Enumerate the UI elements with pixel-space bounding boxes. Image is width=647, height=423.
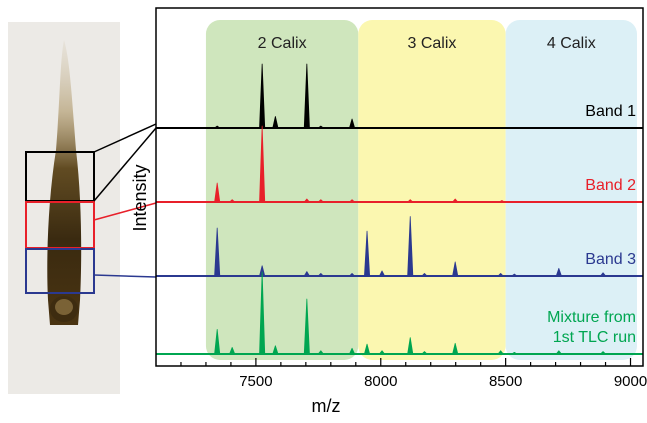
y-axis-label: Intensity [130,164,150,231]
peak [600,272,607,277]
peak [452,261,459,277]
peak [214,182,221,203]
x-tick-label: 7500 [239,373,272,390]
zoom-connector-top [93,123,157,153]
x-tick-label: 8000 [364,373,397,390]
peak [303,63,310,129]
peak [303,298,310,355]
peak [379,350,386,355]
region-label-3: 4 Calix [547,35,596,52]
band-3-box [25,248,95,294]
peak [364,343,371,355]
peak [214,227,221,277]
peak [349,273,356,277]
x-tick-label: 8500 [489,373,522,390]
tlc-plate-photo [8,22,120,394]
series-label-3: Band 3 [585,251,636,268]
peak [421,351,428,355]
peak [407,199,414,203]
series-label-1: Band 1 [585,103,636,120]
peak [214,329,221,355]
x-axis: 7500 8000 8500 9000 [180,358,647,390]
peak [364,230,371,277]
band-3-connector [93,274,157,278]
peak [407,216,414,277]
peak [229,347,236,355]
series-label-4: Mixture from [547,309,636,326]
peak [555,350,562,355]
series-3 [156,216,643,277]
peak [272,116,279,129]
peak [349,199,356,203]
x-axis-label: m/z [312,396,341,416]
sample-streak [47,40,82,325]
region-label-2: 3 Calix [408,35,457,52]
band-2-connector [93,202,157,221]
peak [229,199,236,203]
series-1 [156,63,643,129]
peak [272,345,279,355]
region-1 [205,20,359,360]
plot-frame [155,7,644,367]
peak [497,273,504,277]
peak [349,347,356,355]
peak [317,199,324,203]
peak [555,267,562,277]
peak [421,273,428,277]
peak [511,351,518,355]
region-label-1: 2 Calix [258,35,307,52]
series-2 [156,125,643,203]
peak [317,350,324,355]
peak [317,273,324,277]
peak [452,198,459,203]
peak [511,273,518,277]
peak [600,351,607,355]
peak [452,342,459,355]
peak [303,198,310,203]
series-4 [156,271,643,355]
region-2 [358,20,506,360]
x-tick-label: 9000 [614,373,647,390]
spectra [156,63,643,355]
series-labels: Band 1 Band 2 Band 3 Mixture from 1st TLC ru… [547,103,636,346]
peak [303,271,310,277]
series-label-4: 1st TLC run [553,329,636,346]
peak [379,270,386,277]
series-label-2: Band 2 [585,177,636,194]
peak [349,118,356,129]
peak [259,125,266,203]
peak [407,337,414,355]
sample-spot-center [55,299,73,315]
peak [498,200,505,203]
peak [214,125,221,129]
peak [497,350,504,355]
zoom-connector-bottom [93,127,157,202]
peak [259,271,266,355]
peak [317,125,324,129]
